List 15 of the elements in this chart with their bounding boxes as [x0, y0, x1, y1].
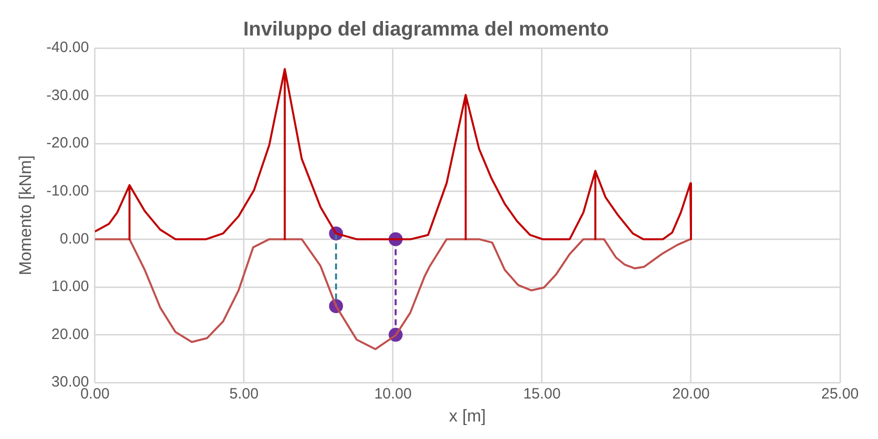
y-tick-label: -10.00 [46, 182, 89, 200]
y-axis-title: Momento [kNm] [16, 155, 35, 276]
y-tick-label: 0.00 [60, 230, 89, 248]
x-tick-label: 5.00 [229, 386, 259, 403]
x-tick-label: 15.00 [523, 386, 561, 403]
x-tick-label: 25.00 [821, 386, 859, 403]
y-tick-label: -20.00 [46, 134, 89, 152]
chart-title: Inviluppo del diagramma del momento [243, 18, 609, 41]
y-tick-label: -40.00 [46, 39, 89, 56]
x-tick-label: 10.00 [374, 386, 412, 403]
x-axis-title: x [m] [449, 406, 486, 426]
y-tick-label: -30.00 [46, 86, 89, 104]
x-tick-label: 20.00 [672, 386, 710, 403]
y-tick-label: 10.00 [51, 278, 89, 296]
y-tick-label: 20.00 [51, 326, 89, 343]
